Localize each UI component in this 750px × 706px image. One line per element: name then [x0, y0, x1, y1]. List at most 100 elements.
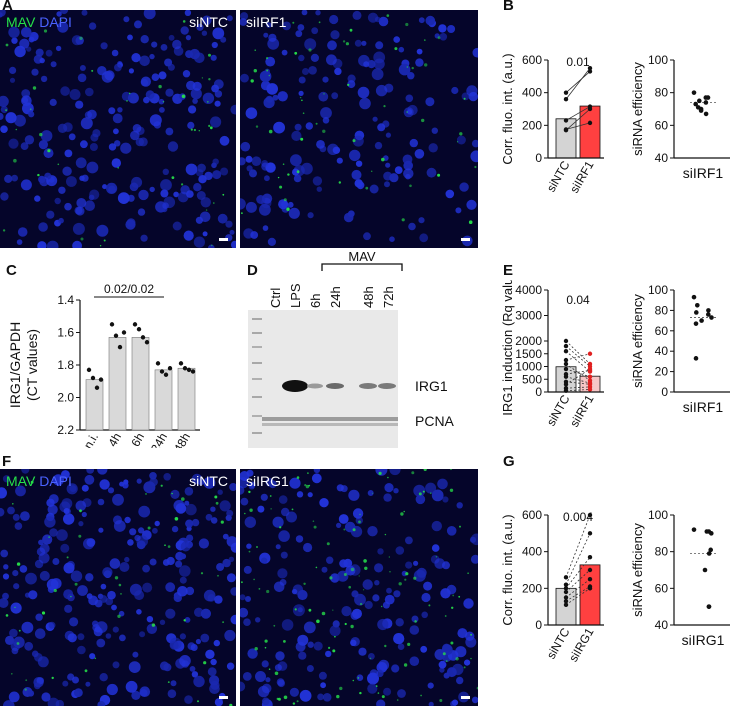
nucleus	[240, 73, 249, 83]
data-point	[706, 604, 712, 609]
nucleus	[265, 677, 271, 683]
mav-signal	[53, 588, 57, 593]
nucleus	[149, 477, 158, 487]
nucleus	[185, 586, 195, 596]
data-point	[563, 589, 569, 595]
nucleus	[260, 493, 268, 501]
nucleus	[319, 498, 329, 508]
data-point	[98, 377, 104, 382]
nucleus	[152, 527, 158, 534]
nucleus	[69, 485, 77, 492]
mav-signal	[357, 677, 360, 679]
y-tick-label: 4000	[515, 283, 542, 297]
nucleus	[111, 158, 122, 168]
nucleus	[405, 561, 413, 569]
mav-signal	[413, 576, 417, 580]
y-tick-label: 2.0	[57, 391, 74, 405]
mav-signal	[422, 490, 425, 493]
nucleus	[41, 692, 51, 702]
mav-signal	[405, 572, 409, 576]
nucleus	[49, 528, 58, 537]
nucleus	[85, 681, 91, 687]
nucleus	[374, 16, 381, 23]
mav-signal	[338, 181, 341, 184]
nucleus	[124, 516, 131, 524]
nucleus	[47, 504, 58, 515]
nucleus	[263, 97, 275, 109]
nucleus	[21, 469, 30, 474]
nucleus	[13, 583, 20, 590]
mav-signal	[450, 641, 454, 645]
condition-label: siIRF1	[246, 14, 287, 30]
nucleus	[119, 634, 126, 642]
nucleus	[15, 485, 26, 497]
nucleus	[180, 185, 190, 195]
nucleus	[316, 186, 322, 192]
nucleus	[20, 179, 32, 191]
nucleus	[81, 10, 88, 16]
nucleus	[385, 162, 391, 168]
nucleus	[427, 682, 434, 689]
nucleus	[222, 533, 229, 540]
mav-signal	[60, 19, 62, 21]
nucleus	[105, 633, 112, 639]
nucleus	[49, 98, 57, 106]
nucleus	[418, 17, 425, 24]
scale-bar	[219, 238, 228, 241]
p-value-label: 0.02/0.02	[104, 282, 154, 296]
nucleus	[302, 68, 309, 75]
mav-signal	[343, 528, 346, 531]
nucleus	[471, 696, 478, 704]
nucleus	[446, 667, 457, 678]
nucleus	[134, 534, 141, 542]
nucleus	[63, 508, 70, 514]
nucleus	[362, 579, 373, 590]
mav-signal	[449, 469, 453, 471]
nucleus	[421, 592, 431, 603]
nucleus	[265, 56, 276, 67]
nucleus	[125, 680, 138, 693]
nucleus	[27, 690, 35, 697]
nucleus	[186, 534, 194, 542]
mav-signal	[151, 623, 156, 627]
mav-signal	[25, 679, 28, 682]
mav-signal	[266, 589, 270, 594]
nucleus	[77, 73, 87, 83]
data-point	[587, 567, 593, 573]
nucleus	[38, 552, 50, 564]
nucleus	[322, 693, 332, 702]
band-label-pcna: PCNA	[415, 413, 455, 429]
nucleus	[9, 77, 16, 83]
nucleus	[39, 543, 50, 554]
nucleus	[226, 15, 233, 22]
mav-signal	[248, 490, 251, 494]
mav-signal	[200, 572, 204, 575]
pair-line	[565, 386, 591, 389]
axis-title: IRG1 induction (Rq value)	[500, 280, 515, 416]
nucleus	[171, 525, 179, 533]
mav-bracket	[321, 263, 403, 271]
nucleus	[183, 230, 194, 241]
nucleus	[72, 240, 82, 248]
mav-signal	[229, 703, 233, 706]
axis-title: Corr. fluo. int. (a.u.)	[500, 53, 515, 164]
nucleus	[226, 573, 236, 583]
nucleus	[326, 556, 334, 564]
mav-signal	[198, 130, 200, 132]
nucleus	[5, 112, 17, 124]
nucleus	[286, 511, 297, 523]
x-category-label: siIRG1	[682, 632, 725, 648]
nucleus	[193, 236, 205, 248]
nucleus	[43, 148, 54, 159]
nucleus	[96, 638, 106, 648]
nucleus	[369, 669, 379, 678]
nucleus	[266, 83, 278, 95]
nucleus	[127, 539, 134, 546]
mav-signal	[114, 576, 119, 580]
nucleus	[79, 65, 86, 71]
nucleus	[272, 94, 279, 101]
data-point	[563, 127, 569, 132]
nucleus	[149, 53, 155, 60]
nucleus	[62, 166, 72, 176]
nucleus	[409, 625, 420, 635]
